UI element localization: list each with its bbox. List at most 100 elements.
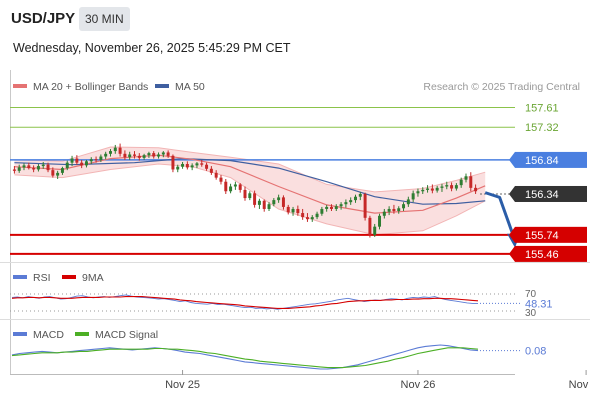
- candle: [99, 154, 103, 162]
- candle: [80, 159, 84, 169]
- candle-body: [123, 153, 127, 158]
- candle: [378, 213, 382, 230]
- candle: [358, 191, 362, 201]
- legend-swatch-rsi: [13, 275, 27, 279]
- candle: [41, 161, 45, 169]
- candle: [56, 170, 60, 179]
- candle: [209, 166, 213, 175]
- credit-text: Research © 2025 Trading Central: [423, 81, 580, 93]
- candle-body: [421, 189, 425, 192]
- rsi-tick-70: 70: [525, 289, 537, 300]
- candle-body: [257, 200, 261, 205]
- candle-body: [109, 151, 112, 154]
- candle: [402, 202, 406, 212]
- candle-body: [214, 172, 218, 178]
- candle: [104, 151, 108, 160]
- candle-body: [329, 206, 333, 209]
- candle-body: [243, 189, 247, 199]
- level-label-bg-support: [515, 226, 587, 243]
- candle: [60, 166, 64, 175]
- candle: [166, 150, 170, 158]
- candle-body: [32, 168, 36, 170]
- candle: [325, 204, 329, 212]
- candle: [387, 206, 391, 216]
- legend-label-rsi-ma: 9MA: [82, 272, 104, 284]
- candle: [301, 208, 305, 220]
- candle: [176, 164, 180, 173]
- candle-body: [209, 168, 213, 173]
- candle-body: [181, 164, 185, 167]
- level-label-bg-pivot: [515, 151, 587, 168]
- candle: [65, 160, 69, 171]
- candle: [440, 183, 444, 192]
- candle-body: [233, 184, 237, 187]
- level-label-bg-current: [515, 185, 587, 202]
- candle: [411, 190, 415, 203]
- rsi-value-label: 48.31: [525, 298, 553, 310]
- legend-label-macd: MACD: [33, 329, 64, 341]
- candle-body: [46, 164, 50, 171]
- candle-body: [387, 208, 391, 212]
- candle: [229, 183, 233, 194]
- candle-body: [426, 188, 430, 190]
- candle: [51, 167, 55, 178]
- candle: [397, 206, 401, 214]
- candle-body: [89, 159, 93, 162]
- candle: [329, 204, 333, 212]
- macd-legend: MACD MACD Signal: [13, 329, 158, 341]
- macd-line: [11, 344, 479, 370]
- candle-body: [161, 152, 165, 155]
- timeframe-badge[interactable]: 30 MIN: [79, 7, 130, 31]
- candle: [253, 190, 257, 208]
- candle-body: [17, 167, 21, 171]
- candle-body: [310, 217, 314, 220]
- candle-body: [205, 164, 209, 169]
- candle: [109, 149, 112, 157]
- level-label-pivot: 156.84: [525, 155, 559, 167]
- candle: [200, 159, 204, 167]
- candle: [373, 223, 377, 237]
- bollinger-band-area: [14, 147, 486, 235]
- candle-body: [248, 193, 252, 199]
- candle-body: [41, 164, 45, 167]
- candle-body: [464, 176, 468, 180]
- candle: [450, 182, 454, 192]
- candle-body: [224, 181, 228, 192]
- candle: [46, 162, 50, 173]
- candle: [128, 151, 132, 160]
- legend-label-ma50: MA 50: [175, 81, 205, 93]
- legend-swatch-macd: [13, 332, 27, 336]
- candle-body: [411, 193, 415, 200]
- candle: [421, 187, 425, 194]
- candle-body: [147, 153, 151, 156]
- candle-body: [195, 163, 199, 166]
- candle-body: [392, 208, 396, 212]
- candle: [281, 195, 285, 210]
- candle-body: [291, 208, 295, 213]
- rsi-ma-line: [11, 296, 479, 309]
- chart-header: USD/JPY 30 MIN Wednesday, November 26, 2…: [0, 0, 590, 70]
- candle: [142, 153, 146, 160]
- x-tick-label: Nov 26: [401, 379, 436, 391]
- candle-body: [200, 163, 204, 165]
- candle-body: [133, 154, 136, 156]
- ma20-line: [14, 154, 486, 214]
- level-label-resistance: 157.61: [525, 102, 559, 114]
- candle: [382, 208, 386, 219]
- candle-body: [469, 176, 473, 188]
- candle: [469, 172, 473, 192]
- candle: [305, 213, 309, 222]
- rsi-legend: RSI 9MA: [13, 272, 104, 284]
- candle: [157, 152, 161, 159]
- candle: [224, 179, 228, 194]
- candle: [152, 151, 156, 159]
- candle: [75, 155, 79, 165]
- price-panel: 157.61 157.32 156.84 156.34 155.74 155.46: [10, 102, 587, 262]
- candle-body: [406, 199, 410, 205]
- candle-body: [459, 179, 463, 186]
- candle-body: [277, 197, 281, 201]
- candle: [123, 150, 127, 160]
- candle: [22, 163, 26, 171]
